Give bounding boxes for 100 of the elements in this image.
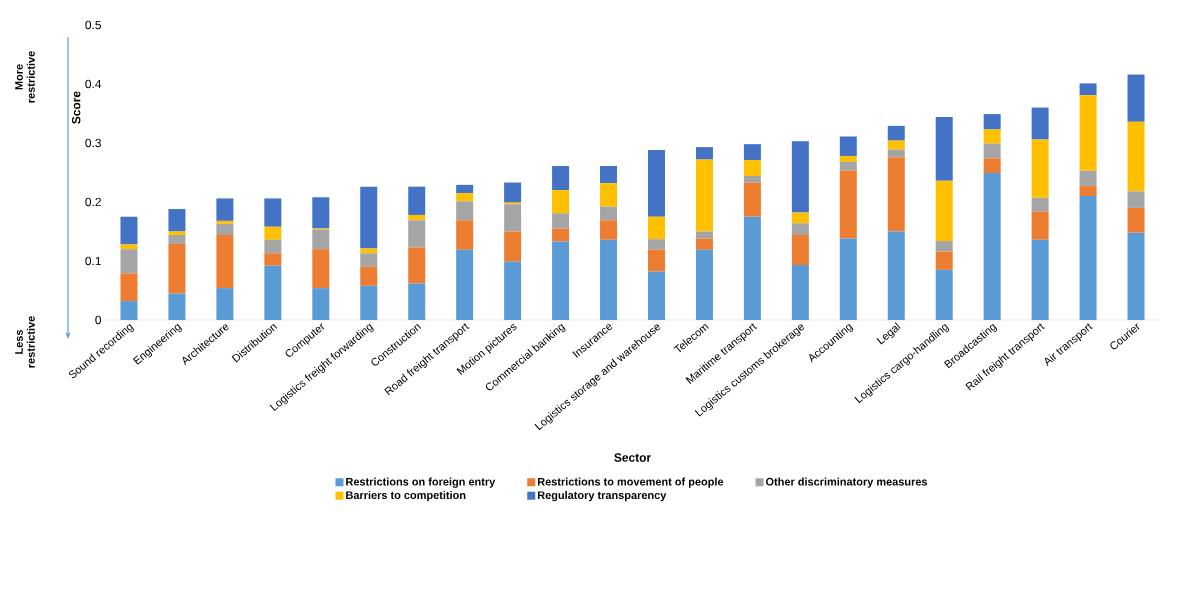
bar: [647, 249, 665, 272]
bar: [264, 239, 282, 254]
bar: [1031, 107, 1049, 140]
legend-label: Restrictions to movement of people: [537, 477, 724, 488]
bar: [791, 212, 809, 224]
bar: [983, 173, 1001, 320]
bar: [552, 241, 570, 320]
bar: [1031, 211, 1049, 240]
bar: [216, 288, 234, 320]
bar: [216, 198, 234, 221]
bar: [1031, 197, 1049, 212]
bar: [360, 266, 378, 286]
bar: [695, 238, 713, 250]
bar: [647, 239, 665, 250]
bar: [120, 301, 138, 320]
bar: [1127, 121, 1145, 192]
bar: [456, 201, 474, 221]
bar: [120, 244, 138, 250]
bar: [408, 220, 426, 248]
bar: [408, 214, 426, 221]
bar: [647, 216, 665, 240]
bar: [743, 144, 761, 161]
bar: [935, 117, 953, 181]
bar: [360, 186, 378, 249]
bar: [216, 223, 234, 236]
y-tick-label: 0.1: [85, 256, 101, 266]
legend-label: Other discriminatory measures: [765, 477, 928, 488]
text: Less restrictive: [15, 316, 35, 368]
bar: [887, 231, 905, 320]
bar: [600, 165, 618, 184]
bar: [600, 206, 618, 221]
bar: [647, 271, 665, 320]
bar: [600, 183, 618, 207]
bar: [983, 114, 1001, 130]
bar: [695, 159, 713, 232]
bar: [600, 239, 618, 320]
y-tick-label: 0: [95, 315, 102, 325]
bar: [552, 190, 570, 214]
bar: [1079, 196, 1097, 320]
bar: [935, 180, 953, 241]
bar: [408, 186, 426, 215]
bar: [743, 176, 761, 183]
bar: [983, 158, 1001, 174]
bar: [839, 136, 857, 156]
bar: [839, 238, 857, 320]
bar: [887, 149, 905, 158]
bar: [168, 231, 186, 236]
bar: [695, 249, 713, 320]
bar: [1079, 95, 1097, 171]
bar: [408, 283, 426, 320]
bar: [264, 265, 282, 320]
bar: [168, 293, 186, 320]
y-tick-label: 0.3: [85, 138, 101, 148]
bar: [1127, 207, 1145, 233]
bar: [456, 249, 474, 320]
y-tick-label: 0.4: [85, 79, 102, 89]
bar: [1079, 186, 1097, 197]
bar: [839, 170, 857, 239]
bar: [791, 235, 809, 266]
bar: [743, 160, 761, 177]
bar: [408, 247, 426, 284]
bar: [360, 285, 378, 320]
bar: [120, 216, 138, 245]
bar: [1031, 239, 1049, 320]
bar: [216, 235, 234, 289]
bar: [360, 253, 378, 267]
bar: [887, 140, 905, 150]
legend-label: Regulatory transparency: [537, 490, 667, 502]
bar: [456, 220, 474, 250]
y-tick-label: 0.2: [85, 197, 101, 207]
bar: [743, 182, 761, 217]
bar: [168, 243, 186, 294]
bar: [216, 220, 234, 224]
bar: [1079, 83, 1097, 96]
bar: [1127, 191, 1145, 208]
bar: [120, 273, 138, 302]
bar: [791, 265, 809, 320]
bar: [552, 228, 570, 242]
bar: [504, 204, 522, 232]
bar: [312, 288, 330, 320]
bar: [168, 235, 186, 244]
y-tick-label: 0.5: [85, 20, 101, 30]
bar: [695, 147, 713, 160]
bar: [1127, 232, 1145, 320]
bar: [983, 143, 1001, 159]
bar: [264, 253, 282, 266]
bar: [504, 261, 522, 320]
bar: [264, 226, 282, 240]
bar: [935, 269, 953, 320]
bar: [791, 223, 809, 236]
text: More restrictive: [15, 51, 35, 103]
bar: [839, 161, 857, 171]
bar: [1127, 74, 1145, 122]
legend-label: Restrictions on foreign entry: [346, 477, 496, 488]
x-axis-title: Sector: [614, 453, 651, 462]
bar: [743, 216, 761, 320]
bar: [552, 213, 570, 229]
bar: [504, 182, 522, 203]
bar: [695, 231, 713, 239]
bar: [887, 157, 905, 232]
